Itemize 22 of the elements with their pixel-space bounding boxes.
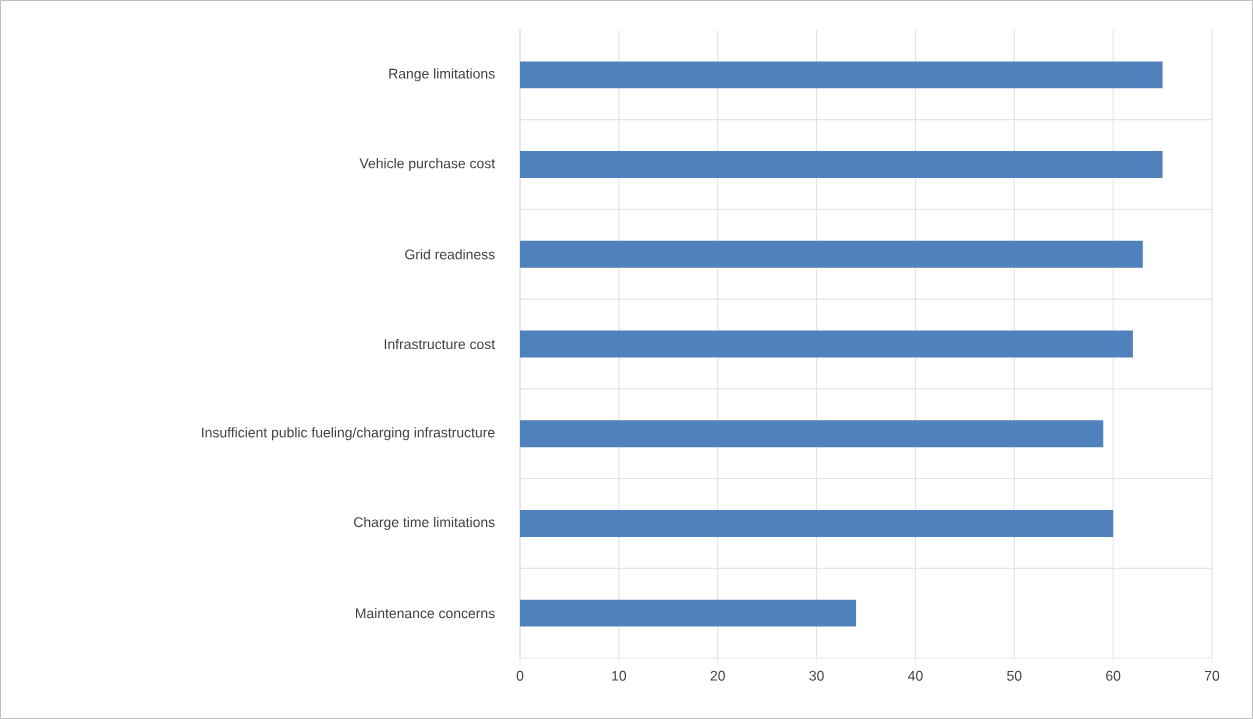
x-tick-label: 60 bbox=[1106, 670, 1121, 681]
bar bbox=[520, 509, 1114, 537]
x-tick-label: 50 bbox=[1007, 670, 1022, 681]
bar bbox=[520, 61, 1163, 89]
y-tick-label: Grid readiness bbox=[405, 249, 495, 260]
bar bbox=[520, 151, 1163, 179]
y-tick-label: Maintenance concerns bbox=[355, 608, 495, 619]
y-tick-label: Infrastructure cost bbox=[384, 338, 496, 350]
bar bbox=[520, 240, 1143, 268]
x-tick-label: 10 bbox=[612, 670, 627, 681]
x-tick-label: 70 bbox=[1204, 670, 1220, 681]
y-tick-label: Vehicle purchase cost bbox=[359, 158, 496, 172]
y-tick-label: Charge time limitations bbox=[354, 516, 495, 530]
x-tick-label: 40 bbox=[907, 670, 923, 681]
bar bbox=[520, 330, 1133, 358]
bar bbox=[520, 420, 1104, 448]
y-tick-label: Range limitations bbox=[389, 68, 495, 82]
x-tick-label: 20 bbox=[710, 670, 725, 681]
bar bbox=[520, 599, 857, 627]
y-tick-label: Insufficient public fueling/charging infrastructure bbox=[202, 427, 495, 441]
x-tick-label: 30 bbox=[809, 670, 824, 681]
x-tick-label: 0 bbox=[516, 670, 524, 681]
